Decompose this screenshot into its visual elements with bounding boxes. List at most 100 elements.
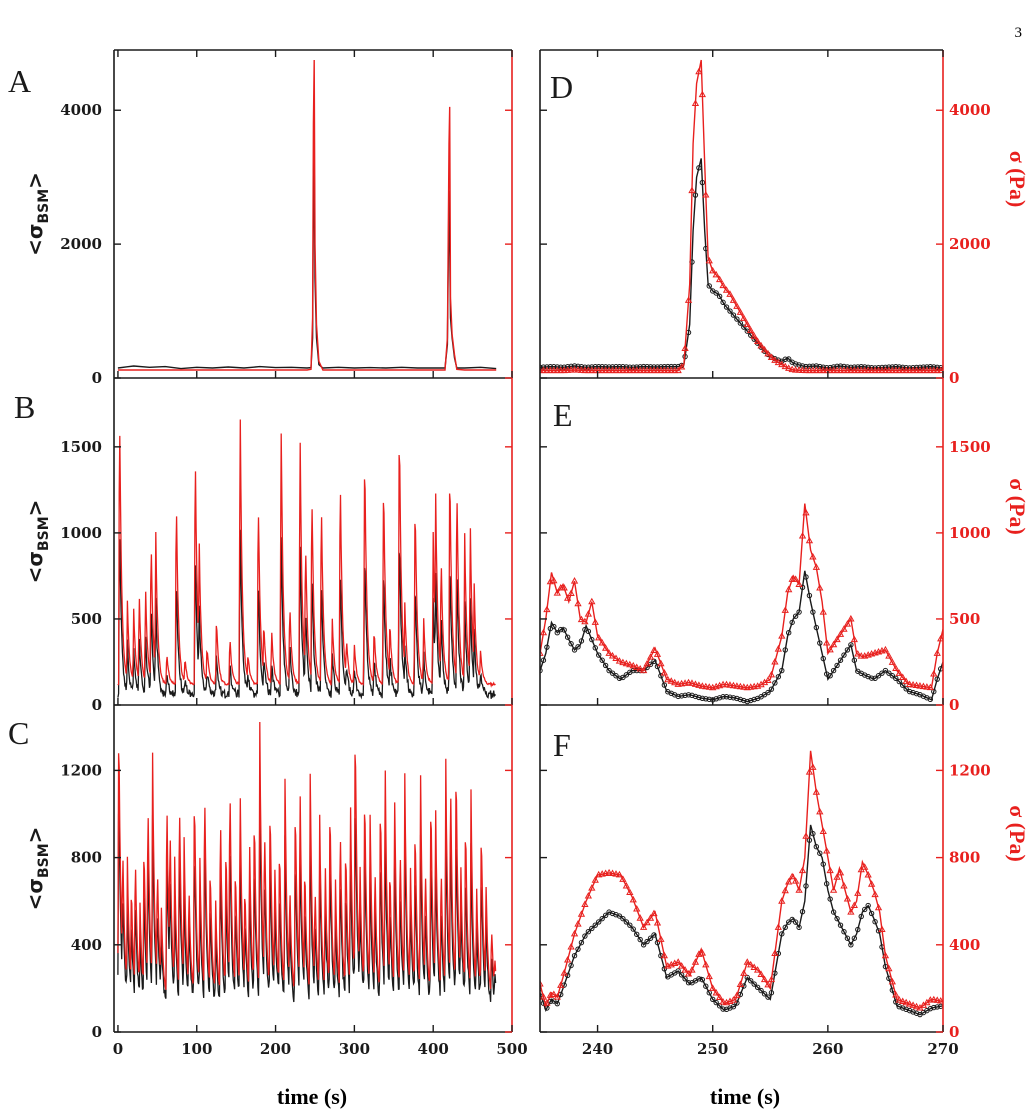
data-point	[771, 657, 779, 665]
data-point	[620, 364, 626, 370]
data-point	[848, 364, 854, 370]
x-tick-label: 300	[339, 1040, 370, 1058]
data-point	[851, 364, 858, 370]
data-point	[888, 658, 896, 665]
data-point	[903, 364, 909, 371]
data-point	[675, 693, 681, 700]
data-point	[734, 695, 740, 702]
data-point	[691, 958, 700, 965]
data-point	[786, 919, 792, 925]
data-point	[540, 657, 547, 663]
data-point	[722, 680, 731, 688]
data-point	[554, 1000, 560, 1007]
data-point	[589, 925, 595, 932]
data-point	[685, 692, 692, 698]
data-point	[551, 364, 557, 370]
data-point	[930, 669, 938, 677]
series-line-red	[117, 59, 497, 371]
data-point	[809, 552, 817, 560]
data-point	[713, 999, 719, 1006]
data-point	[934, 676, 940, 682]
data-point	[544, 1005, 550, 1011]
data-point	[905, 366, 914, 374]
data-point	[930, 366, 938, 374]
x-tick-label: 500	[496, 1040, 527, 1058]
data-point	[733, 302, 741, 309]
data-point	[816, 807, 824, 815]
data-point	[824, 881, 830, 887]
data-point	[771, 356, 779, 363]
data-point	[881, 366, 890, 374]
data-point	[886, 364, 892, 370]
data-point	[782, 356, 788, 362]
data-point	[865, 364, 871, 370]
data-point	[737, 696, 744, 703]
data-point	[553, 589, 561, 596]
data-point	[744, 698, 750, 705]
data-point	[553, 993, 561, 1000]
data-point	[736, 682, 745, 690]
data-point	[551, 998, 557, 1004]
ylabel-suffix: >	[23, 500, 47, 517]
data-point	[588, 884, 596, 891]
panel-a: 0 2000 4000 A <σBSM>	[8, 49, 513, 387]
data-point	[550, 366, 558, 374]
data-point	[836, 366, 845, 374]
data-point	[899, 366, 907, 374]
data-point	[933, 649, 941, 656]
data-point	[557, 366, 565, 374]
data-point	[761, 991, 768, 997]
data-point	[934, 1004, 940, 1010]
data-point	[616, 913, 623, 919]
panel-letter: B	[14, 389, 35, 425]
data-point	[543, 605, 551, 613]
data-point	[608, 869, 617, 877]
panel-e: 0 500 1000 1500 Eσ (Pa)	[539, 378, 1029, 714]
data-point	[829, 366, 838, 374]
data-point	[651, 658, 657, 664]
data-point	[862, 364, 868, 370]
data-point	[778, 897, 786, 904]
data-point	[878, 366, 886, 374]
data-point	[748, 978, 754, 984]
data-point	[644, 364, 650, 370]
data-point	[615, 870, 624, 878]
data-point	[854, 889, 862, 896]
data-point	[643, 918, 651, 926]
data-point	[647, 935, 654, 941]
data-point	[764, 676, 772, 684]
data-point	[802, 508, 810, 516]
data-point	[695, 681, 703, 688]
series-group	[540, 503, 943, 705]
data-point	[855, 364, 861, 370]
series-line-red	[117, 721, 497, 990]
data-point	[705, 256, 713, 264]
data-point	[857, 366, 865, 374]
data-point	[889, 673, 896, 679]
data-point	[602, 662, 609, 669]
data-point	[799, 584, 806, 590]
y-tick-label: 1000	[949, 524, 991, 542]
data-point	[646, 914, 655, 921]
data-point	[841, 929, 847, 935]
data-point	[785, 877, 793, 885]
data-point	[667, 677, 675, 684]
data-point	[582, 933, 588, 939]
data-point	[658, 673, 664, 679]
data-point	[931, 688, 937, 695]
data-point	[601, 366, 610, 374]
data-point	[560, 583, 568, 591]
data-point	[827, 896, 833, 902]
data-point	[900, 682, 906, 688]
data-point	[598, 639, 606, 646]
data-point	[696, 694, 702, 701]
data-point	[678, 972, 685, 978]
data-point	[899, 997, 907, 1004]
data-point	[637, 364, 643, 370]
data-point	[546, 366, 555, 374]
data-point	[868, 364, 875, 371]
data-point	[823, 847, 831, 854]
series-group	[117, 419, 497, 700]
data-point	[627, 364, 633, 370]
data-point	[712, 270, 720, 278]
